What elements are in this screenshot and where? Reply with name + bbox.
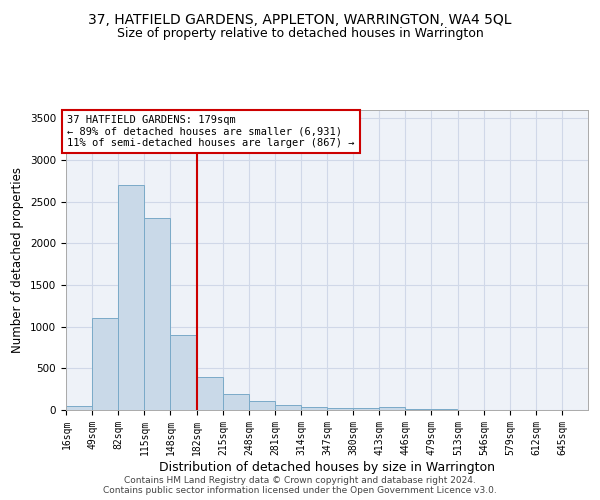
Bar [223, 394, 249, 410]
Bar [405, 409, 431, 410]
Bar [197, 376, 223, 410]
Bar [275, 404, 301, 410]
Text: Size of property relative to detached houses in Warrington: Size of property relative to detached ho… [116, 28, 484, 40]
Bar [249, 401, 275, 410]
Bar [327, 408, 353, 410]
Bar [431, 409, 457, 410]
Bar [67, 406, 92, 410]
X-axis label: Distribution of detached houses by size in Warrington: Distribution of detached houses by size … [159, 460, 495, 473]
Bar [301, 406, 327, 410]
Bar [92, 318, 118, 410]
Bar [145, 218, 170, 410]
Text: 37, HATFIELD GARDENS, APPLETON, WARRINGTON, WA4 5QL: 37, HATFIELD GARDENS, APPLETON, WARRINGT… [88, 12, 512, 26]
Bar [353, 408, 379, 410]
Bar [379, 407, 405, 410]
Text: Contains HM Land Registry data © Crown copyright and database right 2024.
Contai: Contains HM Land Registry data © Crown c… [103, 476, 497, 495]
Y-axis label: Number of detached properties: Number of detached properties [11, 167, 25, 353]
Text: 37 HATFIELD GARDENS: 179sqm
← 89% of detached houses are smaller (6,931)
11% of : 37 HATFIELD GARDENS: 179sqm ← 89% of det… [67, 115, 355, 148]
Bar [170, 335, 196, 410]
Bar [118, 185, 144, 410]
